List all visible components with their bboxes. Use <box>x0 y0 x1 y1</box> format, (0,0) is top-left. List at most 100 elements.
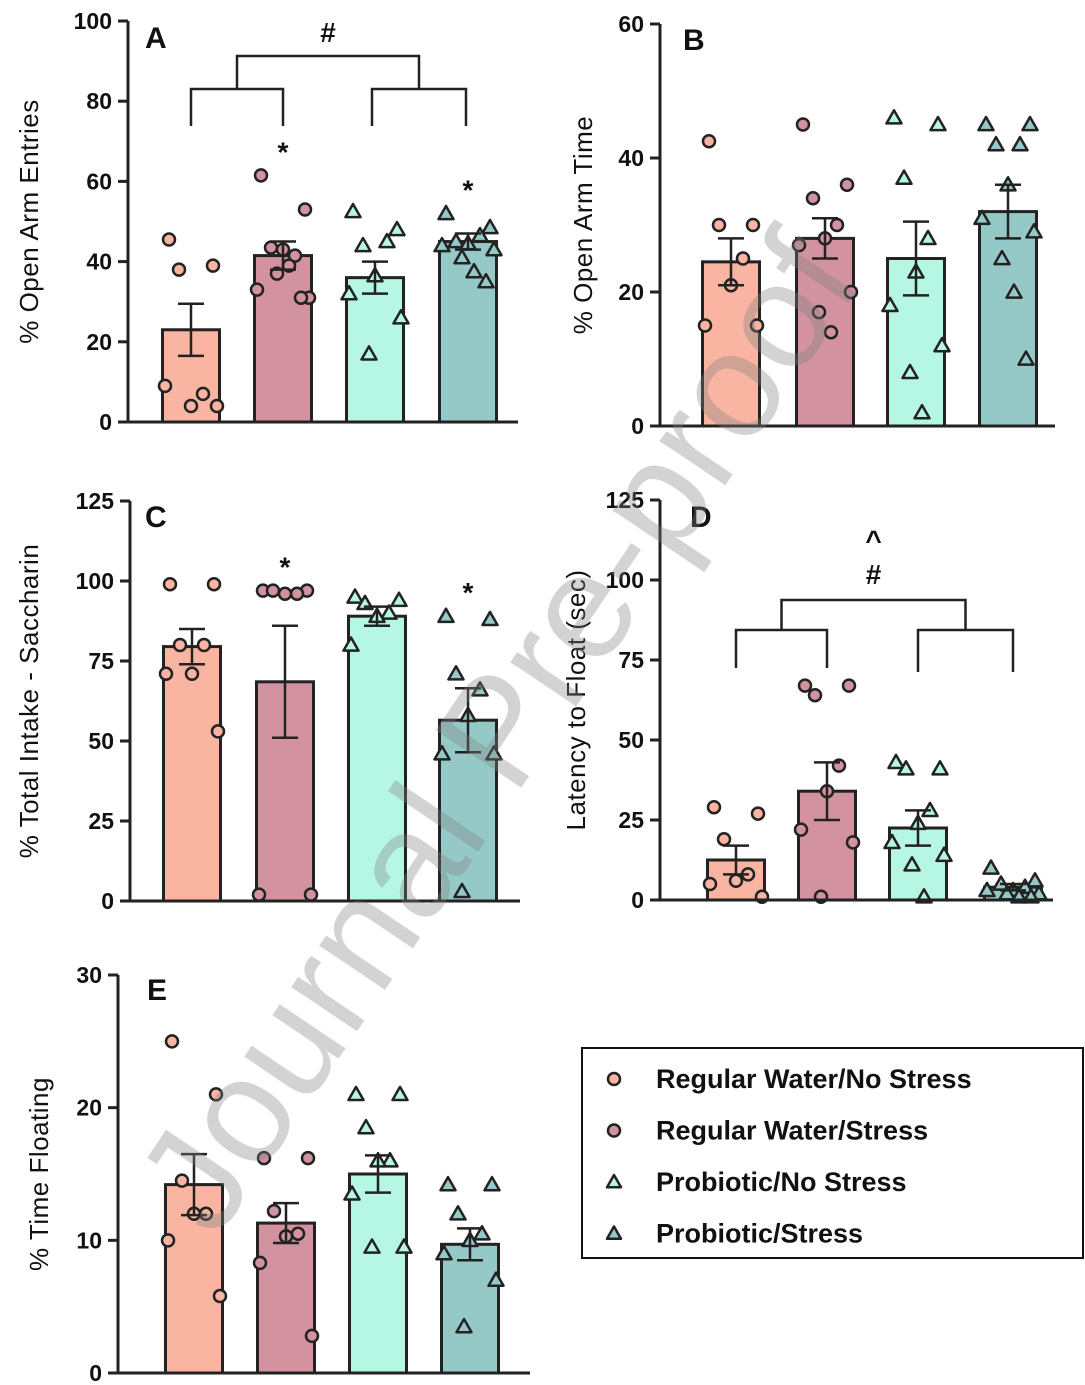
data-point <box>697 318 713 333</box>
data-point <box>208 1087 224 1102</box>
y-axis-label: % Open Arm Entries <box>14 99 44 344</box>
data-point <box>289 586 305 602</box>
y-axis-label: % Time Floating <box>24 1077 54 1271</box>
bar-3 <box>348 1172 408 1375</box>
panel-label: D <box>690 501 712 534</box>
data-point <box>845 835 861 850</box>
data-point <box>439 1175 457 1192</box>
data-point <box>256 1150 272 1166</box>
data-point <box>935 846 953 863</box>
data-point <box>1011 135 1029 152</box>
panel-d: 0 25 50 75 100 125 Latency to Float (sec) D ^# <box>561 487 1053 913</box>
y-tick-label: 40 <box>618 145 644 171</box>
legend-label: Probiotic/Stress <box>656 1219 863 1249</box>
error-bar-4 <box>995 183 1021 240</box>
data-point <box>702 876 718 892</box>
data-point <box>728 873 744 889</box>
error-bar-3 <box>903 220 929 297</box>
legend-triangle-marker <box>605 1173 623 1189</box>
legend-entry: Regular Water/Stress <box>606 1116 928 1146</box>
data-point <box>841 678 857 693</box>
y-tick-label: 60 <box>86 168 112 194</box>
y-tick-label: 75 <box>88 648 114 674</box>
error-bar-2 <box>270 240 296 271</box>
data-point <box>263 240 279 255</box>
bar-2 <box>256 1221 316 1375</box>
y-tick-label: 125 <box>76 488 115 514</box>
error-bar-3 <box>364 605 390 628</box>
bracket-label: # <box>866 559 882 590</box>
y-tick-label: 0 <box>99 409 112 435</box>
data-point <box>977 115 995 132</box>
data-point <box>433 745 451 761</box>
data-point <box>481 218 499 235</box>
data-point <box>266 1203 282 1219</box>
legend-label: Regular Water/Stress <box>656 1116 928 1146</box>
legend-entry: Regular Water/No Stress <box>606 1064 972 1094</box>
legend-triangle-marker <box>605 1225 623 1240</box>
y-tick-label: 20 <box>86 329 112 355</box>
data-point <box>807 687 823 703</box>
data-point <box>344 202 362 219</box>
data-point <box>357 1118 375 1135</box>
y-tick-label: 100 <box>76 568 114 594</box>
data-point <box>196 637 212 653</box>
data-point <box>304 1328 320 1344</box>
data-point <box>455 1317 473 1334</box>
y-tick-label: 0 <box>101 888 114 914</box>
data-point <box>174 1173 190 1188</box>
data-point <box>473 1224 491 1241</box>
data-point <box>883 833 901 850</box>
significance-star: * <box>280 552 291 583</box>
data-point <box>829 217 845 233</box>
y-tick-label: 40 <box>86 249 112 275</box>
y-axis-label: % Total Intake - Saccharin <box>14 544 44 859</box>
data-point <box>1025 222 1043 239</box>
data-point <box>483 1175 501 1192</box>
data-point <box>791 237 807 253</box>
y-axis-label: Latency to Float (sec) <box>561 570 591 831</box>
bar-2 <box>253 254 313 424</box>
data-point <box>253 168 269 183</box>
data-point <box>158 666 174 682</box>
data-point <box>164 1034 180 1049</box>
data-point <box>340 284 358 301</box>
data-point <box>184 666 200 682</box>
data-point <box>735 251 751 266</box>
data-point <box>395 1238 413 1254</box>
data-point <box>437 607 455 624</box>
error-bar-2 <box>273 1201 299 1245</box>
data-point <box>290 1226 306 1241</box>
data-point <box>897 760 915 776</box>
data-point <box>933 336 951 353</box>
data-point <box>381 1151 399 1168</box>
data-point <box>209 398 225 414</box>
data-point <box>701 134 717 149</box>
data-point <box>978 881 996 898</box>
data-point <box>360 345 378 361</box>
data-point <box>901 363 919 380</box>
data-point <box>973 209 991 226</box>
legend-circle-marker <box>606 1123 622 1138</box>
data-point <box>277 586 293 602</box>
data-point <box>205 258 221 273</box>
panel-label: E <box>147 974 167 1007</box>
data-point <box>823 324 839 340</box>
data-point <box>881 296 899 313</box>
data-point <box>887 753 905 770</box>
error-bar-3 <box>362 260 388 295</box>
data-point <box>477 272 495 289</box>
bar-4 <box>440 1242 500 1375</box>
error-bar-4 <box>455 232 481 251</box>
y-tick-label: 100 <box>74 8 112 34</box>
data-point <box>161 232 177 247</box>
legend-label: Regular Water/No Stress <box>656 1064 972 1094</box>
panel-c: 0 25 50 75 100 125 % Total Intake - Saccharin C… <box>14 488 520 914</box>
y-axis-label: % Open Arm Time <box>568 116 598 334</box>
data-point <box>346 588 364 604</box>
error-bar-2 <box>812 217 838 260</box>
legend: Regular Water/No Stress Regular Water/Str… <box>581 1047 1084 1259</box>
data-point <box>1026 872 1044 888</box>
